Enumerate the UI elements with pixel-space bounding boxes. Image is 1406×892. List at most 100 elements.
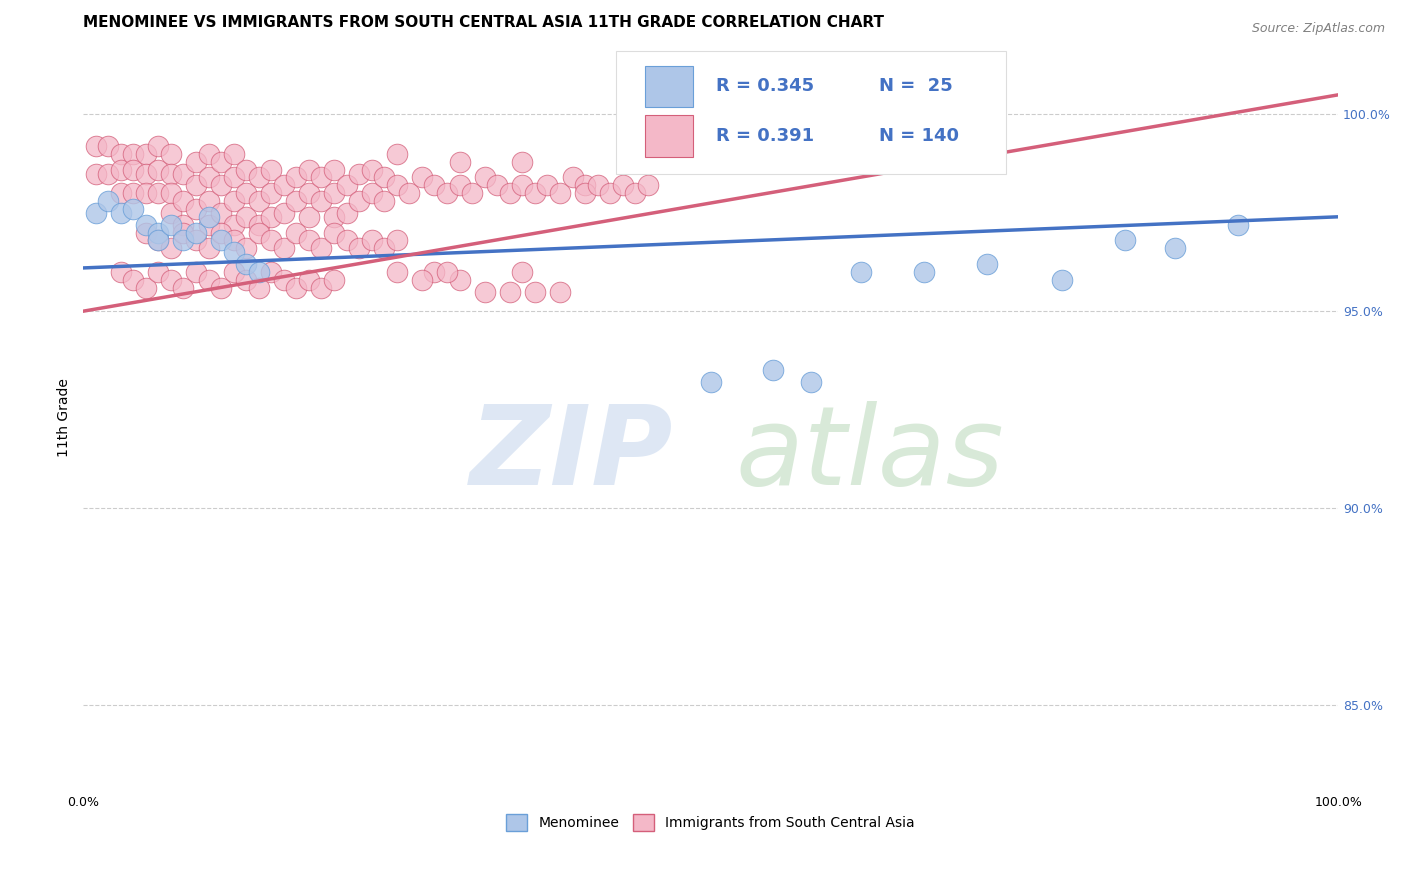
Point (160, 273, 183, 287)
Point (323, 210, 346, 224)
Point (461, 186, 484, 201)
Point (197, 194, 219, 208)
Point (110, 162, 132, 177)
Point (247, 218, 270, 232)
Point (209, 206, 232, 220)
Point (851, 265, 873, 279)
Point (474, 285, 496, 299)
Point (209, 280, 232, 294)
Point (148, 226, 170, 240)
Text: N =  25: N = 25 (879, 78, 953, 95)
Point (311, 241, 333, 255)
Point (247, 280, 270, 294)
Point (385, 146, 408, 161)
Point (298, 186, 321, 201)
Point (148, 186, 170, 201)
Point (235, 162, 257, 177)
Point (110, 146, 132, 161)
Point (148, 234, 170, 248)
Point (135, 226, 157, 240)
Point (197, 170, 219, 185)
Point (486, 178, 509, 193)
Point (762, 363, 785, 377)
Point (209, 226, 232, 240)
Legend: Menominee, Immigrants from South Central Asia: Menominee, Immigrants from South Central… (501, 808, 921, 837)
Point (172, 194, 194, 208)
Text: Source: ZipAtlas.com: Source: ZipAtlas.com (1251, 22, 1385, 36)
Point (548, 285, 571, 299)
Point (197, 241, 219, 255)
Point (160, 206, 183, 220)
Point (122, 146, 145, 161)
Point (209, 234, 232, 248)
Point (160, 218, 183, 232)
Point (385, 234, 408, 248)
Text: MENOMINEE VS IMMIGRANTS FROM SOUTH CENTRAL ASIA 11TH GRADE CORRELATION CHART: MENOMINEE VS IMMIGRANTS FROM SOUTH CENTR… (83, 15, 884, 30)
Point (172, 167, 194, 181)
Point (323, 162, 346, 177)
Point (411, 273, 433, 287)
Point (172, 226, 194, 240)
Point (449, 154, 471, 169)
Point (247, 265, 270, 279)
Point (311, 280, 333, 294)
Point (148, 265, 170, 279)
Point (247, 194, 270, 208)
Point (360, 234, 382, 248)
Point (235, 273, 257, 287)
Point (336, 234, 359, 248)
Point (536, 178, 558, 193)
Point (184, 234, 207, 248)
Point (574, 186, 596, 201)
Point (135, 218, 157, 232)
Point (110, 186, 132, 201)
Point (285, 194, 308, 208)
FancyBboxPatch shape (645, 115, 693, 157)
Point (197, 218, 219, 232)
Point (97, 167, 120, 181)
Point (84, 206, 107, 220)
Point (184, 154, 207, 169)
Point (398, 186, 420, 201)
Point (184, 265, 207, 279)
Point (209, 178, 232, 193)
Point (599, 186, 621, 201)
Text: atlas: atlas (735, 401, 1004, 508)
Point (135, 167, 157, 181)
Text: N = 140: N = 140 (879, 127, 959, 145)
Point (285, 170, 308, 185)
Point (474, 170, 496, 185)
Point (1164, 241, 1187, 255)
Point (172, 234, 194, 248)
Point (110, 206, 132, 220)
Point (184, 202, 207, 216)
Point (260, 210, 283, 224)
Text: R = 0.345: R = 0.345 (716, 78, 814, 95)
Text: ZIP: ZIP (470, 401, 673, 508)
Point (512, 178, 534, 193)
Point (499, 285, 522, 299)
Point (235, 210, 257, 224)
Point (347, 241, 370, 255)
Point (160, 186, 183, 201)
Point (523, 186, 546, 201)
Point (298, 162, 321, 177)
Point (222, 218, 245, 232)
Point (574, 178, 596, 193)
Point (160, 146, 183, 161)
Point (436, 265, 458, 279)
Point (449, 178, 471, 193)
Point (273, 241, 295, 255)
Point (548, 186, 571, 201)
Point (222, 194, 245, 208)
Point (235, 257, 257, 271)
Point (122, 186, 145, 201)
Point (912, 265, 935, 279)
Point (1114, 234, 1136, 248)
Point (209, 154, 232, 169)
Point (336, 178, 359, 193)
Point (247, 226, 270, 240)
FancyBboxPatch shape (645, 66, 693, 107)
Point (561, 170, 583, 185)
Point (436, 186, 458, 201)
